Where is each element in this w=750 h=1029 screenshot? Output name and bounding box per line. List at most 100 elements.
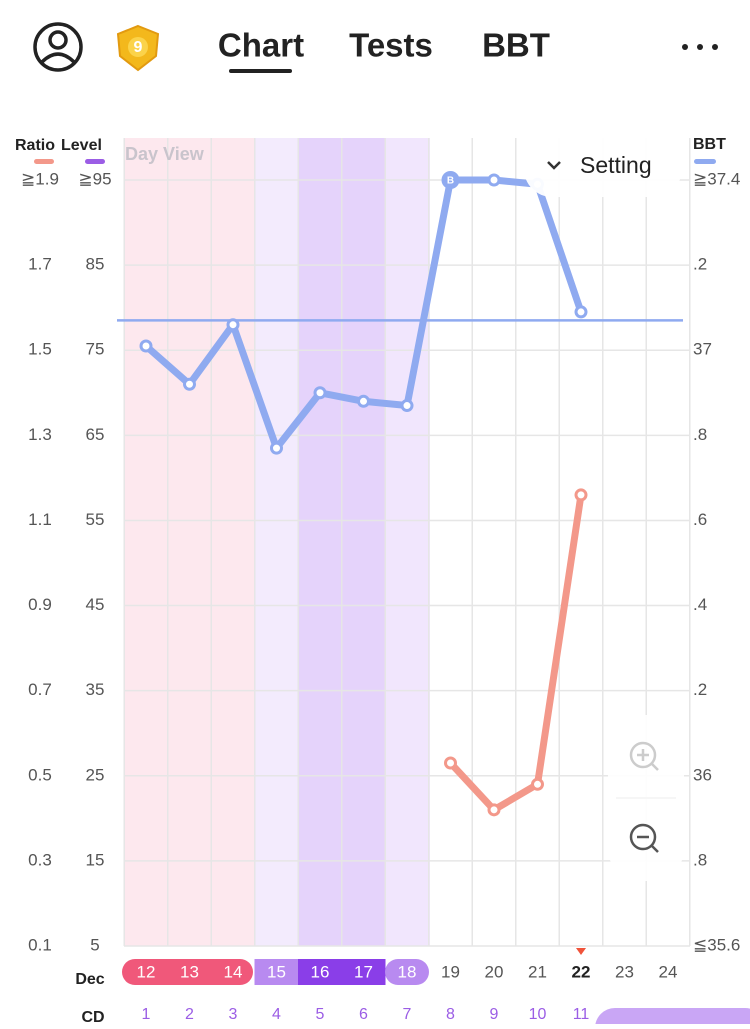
more-menu[interactable]: [682, 44, 718, 50]
legend-swatch: [694, 159, 716, 164]
tab-underline: [229, 69, 292, 73]
y-tick-label: ≧37.4: [693, 169, 740, 188]
marker-label: B: [447, 176, 454, 187]
cycle-day: 6: [359, 1006, 368, 1023]
setting-button[interactable]: [524, 137, 682, 197]
tab[interactable]: Chart: [218, 27, 304, 64]
x-tick-label: 13: [180, 962, 199, 981]
data-point: [487, 803, 501, 817]
data-point: [574, 488, 588, 502]
data-point: [270, 441, 283, 455]
data-point: [444, 756, 457, 770]
cycle-day: 3: [229, 1006, 238, 1023]
y-tick-label: 0.1: [28, 935, 52, 954]
date-pill: [122, 959, 253, 985]
data-point: [357, 394, 370, 408]
y-tick-label: 5: [90, 935, 99, 954]
y-tick-label: 1.5: [28, 340, 52, 359]
y-tick-label: .2: [693, 255, 707, 274]
dot: [712, 44, 718, 50]
dot: [697, 44, 703, 50]
x-tick-label: 23: [615, 962, 634, 981]
marker-badge: [441, 171, 460, 189]
zoom-out-glyph: [637, 835, 659, 853]
y-tick-label: 45: [86, 595, 105, 614]
y-tick-label: 55: [86, 510, 105, 529]
data-point: [487, 173, 501, 187]
data-point: [226, 318, 240, 332]
y-tick-label: ≧95: [78, 169, 111, 188]
y-tick-label: ≦35.6: [693, 935, 740, 954]
tab[interactable]: BBT: [482, 27, 550, 64]
x-tick-label: 18: [398, 962, 417, 981]
y-tick-label: 25: [86, 765, 105, 784]
y-tick-label: .4: [693, 595, 707, 614]
x-tick-label: 21: [528, 962, 547, 981]
cycle-day: 2: [185, 1006, 194, 1023]
cycle-day: 1: [142, 1006, 151, 1023]
chevron: [547, 161, 561, 170]
axis-title: BBT: [693, 136, 726, 153]
date-pill: [298, 959, 386, 985]
cycle-day: 9: [490, 1006, 499, 1023]
zoom-in-glyph: [637, 749, 659, 771]
tab[interactable]: Tests: [349, 27, 433, 64]
axis-title: Ratio: [15, 137, 55, 154]
y-tick-label: 37: [693, 340, 712, 359]
date-pill: [385, 959, 429, 985]
zoom-in-icon: [629, 741, 657, 769]
phase-band: [124, 138, 255, 946]
y-tick-label: 1.7: [28, 255, 52, 274]
axis-title: Level: [61, 137, 102, 154]
x-tick-label: 22: [572, 962, 591, 981]
phase-bands: [124, 138, 430, 946]
x-tick-label: 12: [137, 962, 156, 981]
y-tick-label: 0.7: [28, 680, 52, 699]
zoom-in[interactable]: [629, 741, 659, 771]
y-tick-label: 1.1: [28, 510, 52, 529]
phase-band: [255, 138, 299, 946]
month-label: Dec: [75, 971, 104, 988]
profile-icon-head: [48, 30, 68, 50]
y-tick-label: 85: [86, 255, 105, 274]
action-button[interactable]: [595, 1008, 750, 1029]
y-tick-label: 15: [86, 850, 105, 869]
today-marker: [576, 948, 586, 955]
y-tick-label: 36: [693, 765, 712, 784]
setting-label: Setting: [580, 152, 652, 178]
profile-icon[interactable]: [33, 22, 83, 72]
data-point: [183, 377, 196, 391]
data-point: [531, 777, 544, 791]
zoom-out[interactable]: [629, 823, 659, 853]
y-tick-label: .8: [693, 425, 707, 444]
x-tick-label: 20: [485, 962, 504, 981]
x-tick-label: 16: [311, 962, 330, 981]
date-pill: [254, 959, 299, 985]
x-tick-label: 19: [441, 962, 460, 981]
data-point: [574, 305, 588, 319]
cycle-day: 8: [446, 1006, 455, 1023]
view-label: Day View: [125, 144, 205, 164]
y-tick-label: 0.3: [28, 850, 52, 869]
cycle-day: 10: [529, 1006, 547, 1023]
x-tick-label: 15: [267, 962, 286, 981]
y-tick-label: .8: [693, 850, 707, 869]
data-point: [313, 386, 327, 400]
badge-number: 9: [134, 39, 143, 56]
x-tick-label: 14: [224, 962, 243, 981]
x-tick-label: 24: [659, 962, 678, 981]
dot: [682, 44, 688, 50]
series-line: [447, 491, 585, 814]
cycle-day: 4: [272, 1006, 281, 1023]
legend-swatch: [85, 159, 105, 164]
y-tick-label: .6: [693, 510, 707, 529]
profile-icon-body: [40, 52, 76, 64]
data-point: [139, 339, 153, 353]
badge-core: [128, 37, 148, 57]
legend-swatch: [34, 159, 54, 164]
phase-band: [386, 138, 430, 946]
zoom-out-icon: [629, 823, 657, 851]
data-point: [400, 399, 414, 413]
cycle-day: 5: [316, 1006, 325, 1023]
